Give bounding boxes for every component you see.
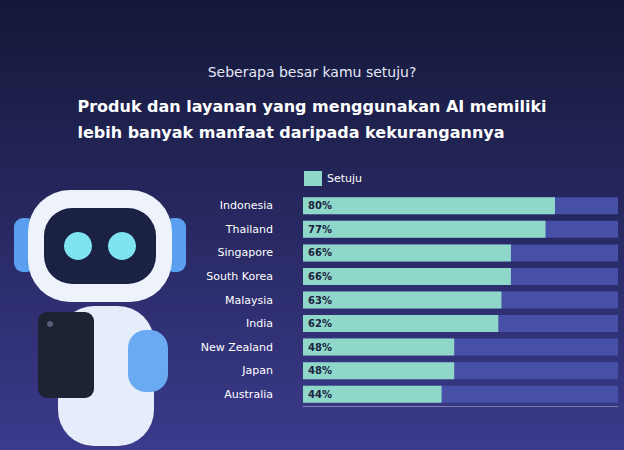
svg-text:77%: 77%	[308, 224, 332, 235]
svg-text:Setuju: Setuju	[327, 172, 362, 185]
svg-text:Produk dan layanan yang menggu: Produk dan layanan yang menggunakan AI m…	[77, 97, 546, 116]
svg-text:Seberapa besar kamu setuju?: Seberapa besar kamu setuju?	[208, 64, 417, 80]
svg-text:Thailand: Thailand	[225, 223, 273, 236]
svg-text:48%: 48%	[308, 365, 332, 376]
svg-text:Malaysia: Malaysia	[225, 294, 273, 307]
svg-text:44%: 44%	[308, 389, 332, 400]
svg-text:lebih banyak manfaat daripada: lebih banyak manfaat daripada kekurangan…	[77, 123, 504, 142]
svg-text:South Korea: South Korea	[206, 270, 273, 283]
svg-text:80%: 80%	[308, 200, 332, 211]
svg-text:Indonesia: Indonesia	[220, 199, 273, 212]
svg-text:India: India	[246, 317, 273, 330]
svg-text:66%: 66%	[308, 247, 332, 258]
svg-text:62%: 62%	[308, 318, 332, 329]
svg-text:48%: 48%	[308, 342, 332, 353]
svg-text:Australia: Australia	[224, 388, 273, 401]
svg-text:New Zealand: New Zealand	[201, 341, 273, 354]
svg-text:Japan: Japan	[241, 364, 273, 377]
svg-text:Singapore: Singapore	[218, 246, 274, 259]
svg-text:66%: 66%	[308, 271, 332, 282]
svg-text:63%: 63%	[308, 295, 332, 306]
